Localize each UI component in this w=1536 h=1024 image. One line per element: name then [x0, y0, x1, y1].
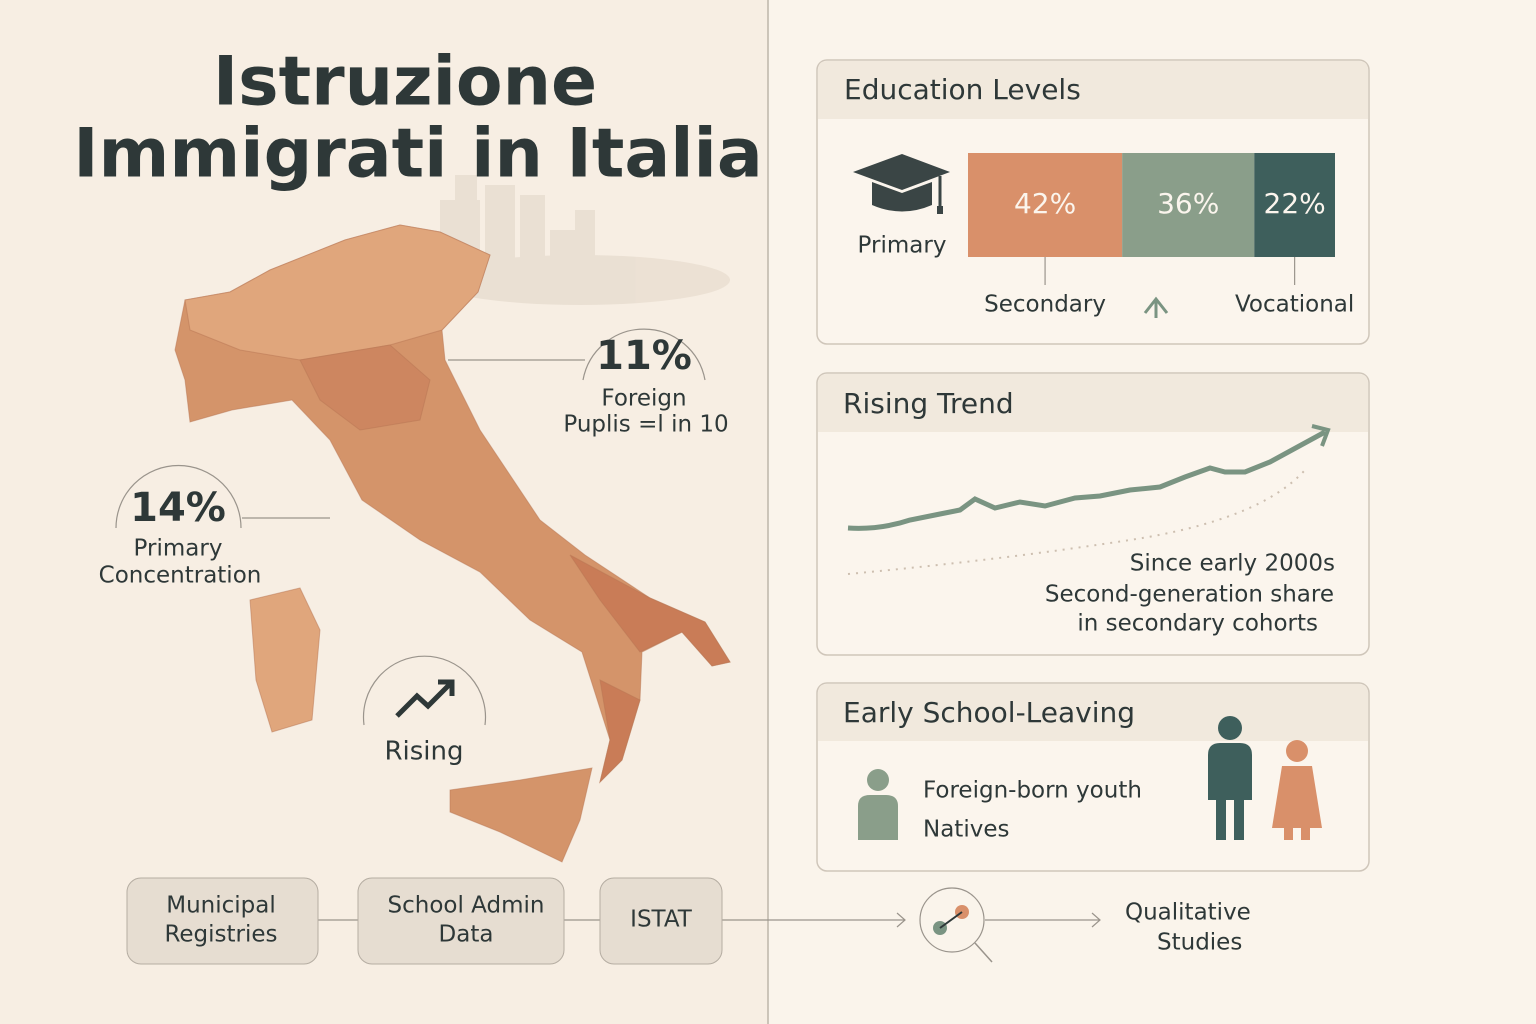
mortarboard-icon [853, 154, 950, 214]
card-title: Education Levels [844, 73, 1081, 106]
result-label: Qualitative [1125, 900, 1251, 926]
person-icon [858, 769, 898, 840]
callout-ring [582, 328, 706, 381]
result-label: Studies [1157, 930, 1242, 956]
segment-label: 42% [1014, 187, 1076, 220]
title: Istruzione [213, 43, 597, 122]
source-box [599, 877, 723, 965]
source-label: Municipal [166, 893, 276, 919]
bar-segment [1254, 153, 1335, 257]
card-header [818, 374, 1368, 432]
callout-text: Foreign [601, 386, 686, 412]
source-label: ISTAT [630, 907, 693, 933]
card [816, 372, 1370, 656]
callout-ring [362, 655, 487, 726]
legend-label: Natives [923, 817, 1009, 843]
callout-text: Primary [134, 536, 223, 562]
italy-map [174, 224, 731, 863]
title: Immigrati in Italia [73, 115, 763, 194]
card-title: Early School-Leaving [843, 696, 1135, 729]
arrow-icon [1143, 296, 1169, 318]
trend-arrow [1311, 424, 1331, 447]
segment-label: 36% [1157, 187, 1219, 220]
callout-text: Puplis =l in 10 [563, 412, 728, 438]
callout-text: Concentration [99, 563, 262, 589]
callout-ring [115, 464, 242, 529]
trend-note: Since early 2000s [1130, 551, 1335, 577]
source-box [357, 877, 565, 965]
trend-note: in secondary cohorts [1077, 611, 1318, 637]
search-icon [919, 887, 993, 963]
callout-value: 14% [130, 485, 226, 531]
sources-flow [318, 912, 1101, 928]
source-box [126, 877, 319, 965]
rising-icon [395, 679, 455, 718]
legend-label: Foreign-born youth [923, 778, 1142, 804]
people-icon [1208, 716, 1322, 840]
source-label: Data [439, 922, 494, 948]
trend-line [847, 429, 1327, 531]
icon-label: Primary [858, 233, 947, 259]
trend-note: Second-generation share [1045, 582, 1334, 608]
segment-name: Vocational [1235, 292, 1354, 318]
card-title: Rising Trend [843, 387, 1014, 420]
bar-segment [1122, 153, 1255, 257]
bar-segment [968, 153, 1123, 257]
source-label: Registries [164, 922, 277, 948]
skyline [430, 175, 730, 305]
callout-text: Rising [384, 737, 463, 767]
segment-name: Secondary [984, 292, 1106, 318]
stacked-bar: 42% Secondary 36% 22% Vocational [968, 153, 1354, 318]
card-header [818, 61, 1368, 119]
source-label: School Admin [388, 893, 545, 919]
segment-label: 22% [1264, 187, 1326, 220]
callout-value: 11% [596, 333, 692, 379]
